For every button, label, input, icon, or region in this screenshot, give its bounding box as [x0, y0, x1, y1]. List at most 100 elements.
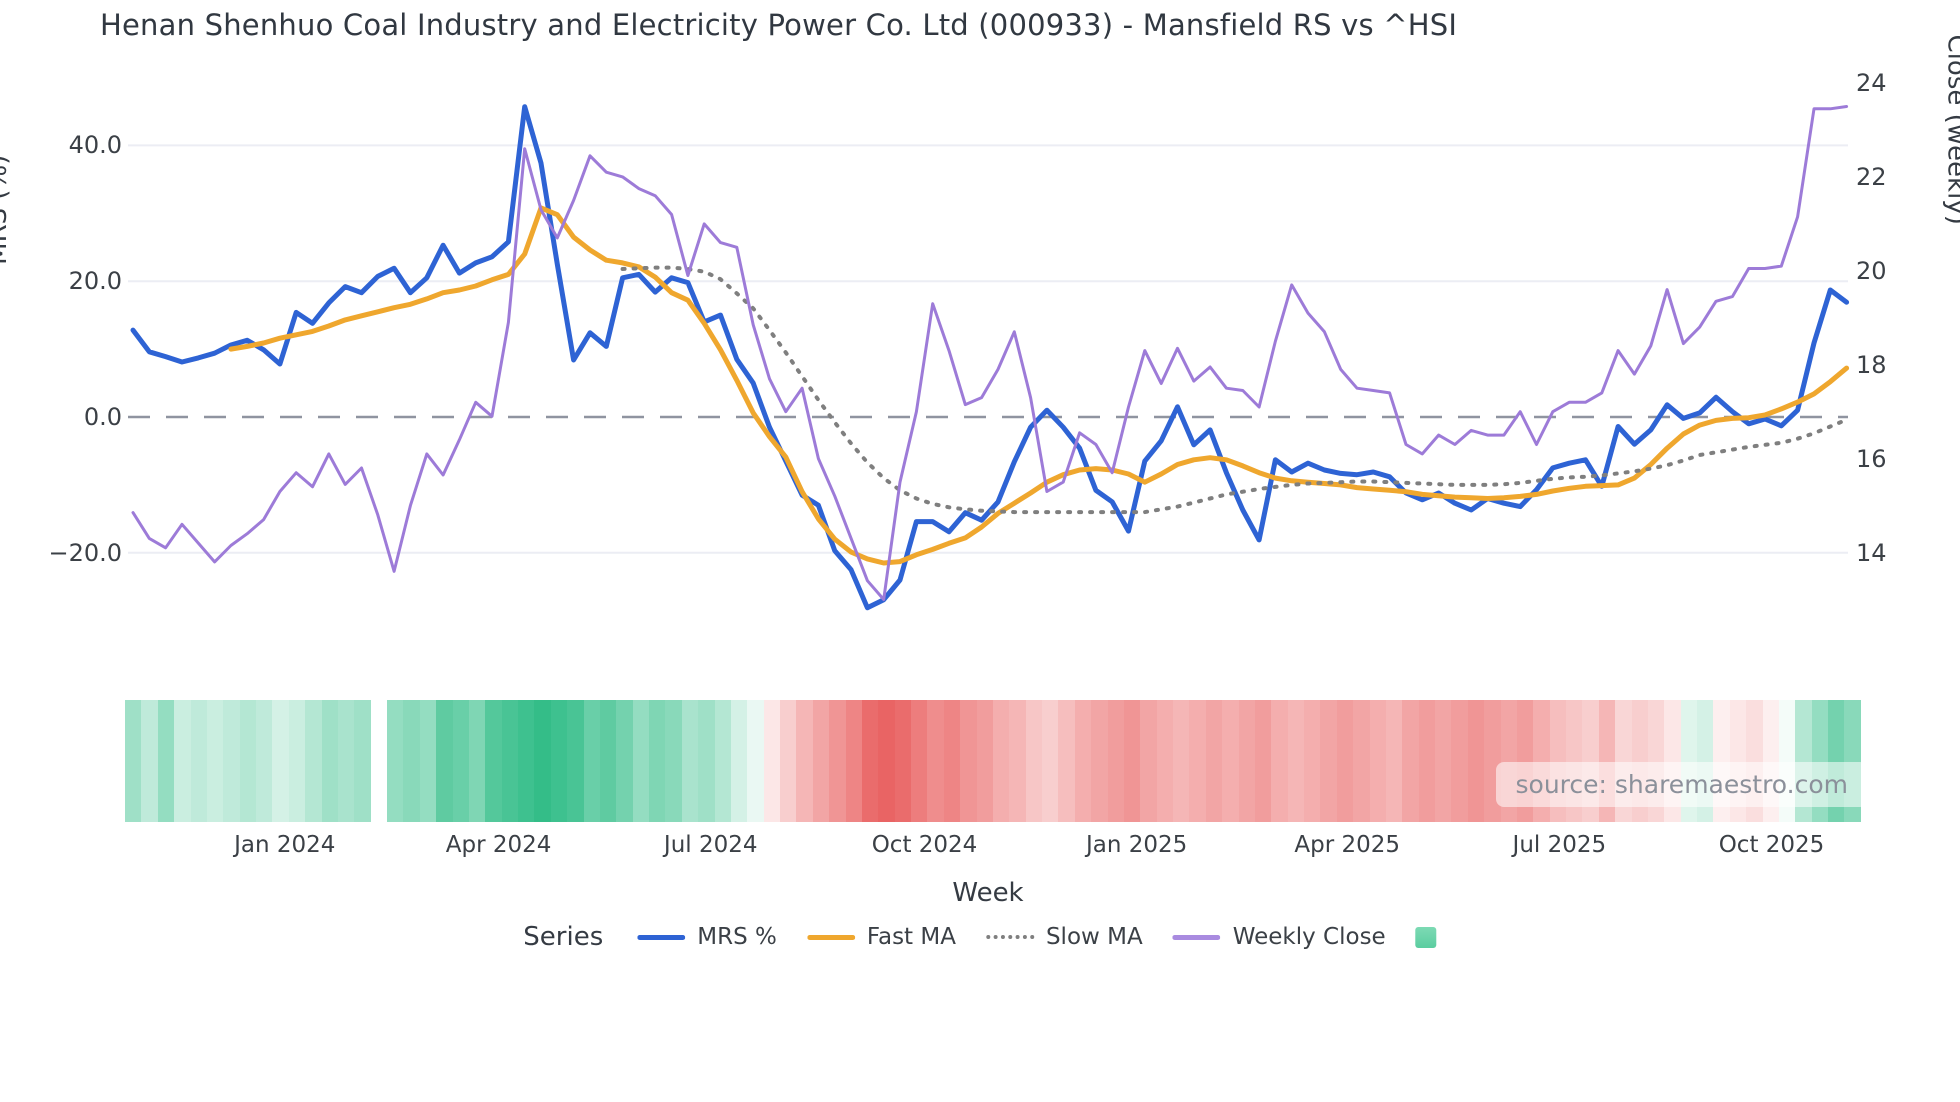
heatmap-cell	[861, 700, 879, 822]
watermark: source: sharemaestro.com	[1495, 762, 1868, 807]
legend-item-fast-ma[interactable]: Fast MA	[806, 924, 956, 950]
heatmap-cell	[1074, 700, 1092, 822]
heatmap-cell	[911, 700, 928, 822]
heatmap-cell	[894, 700, 911, 822]
heatmap-cell	[468, 700, 486, 822]
x-axis-title: Week	[952, 878, 1024, 908]
series-line-mrs-	[130, 104, 1850, 611]
heatmap-cell	[747, 700, 764, 822]
tick-label: Jan 2024	[234, 832, 336, 858]
heatmap-cell	[1353, 700, 1370, 822]
tick-label: 20	[1856, 256, 1887, 285]
legend-item-weekly-close[interactable]: Weekly Close	[1172, 924, 1386, 950]
heatmap-cell	[436, 700, 453, 822]
heatmap-cell	[845, 700, 862, 822]
heatmap-cell	[452, 700, 469, 822]
chart-title: Henan Shenhuo Coal Industry and Electric…	[100, 8, 1458, 42]
heatmap-cell	[1123, 700, 1141, 822]
heatmap-swatch-icon	[1415, 926, 1437, 948]
left-axis-title: MRS (%)	[0, 154, 13, 265]
series-line-fast-ma	[228, 205, 1850, 566]
heatmap-cell	[321, 700, 338, 822]
heatmap-cell	[714, 700, 731, 822]
heatmap-cell	[1304, 700, 1321, 822]
heatmap-cell	[125, 700, 142, 822]
tick-label: Oct 2024	[871, 832, 978, 858]
heatmap-cell	[829, 700, 846, 822]
heatmap-cell	[730, 700, 748, 822]
heatmap-cell	[223, 700, 240, 822]
heatmap-cell	[943, 700, 961, 822]
heatmap-cell	[485, 700, 502, 822]
heatmap-cell	[1254, 700, 1272, 822]
tick-label: 0.0	[83, 403, 122, 431]
heatmap-cell	[337, 700, 355, 822]
tick-label: Jul 2025	[1512, 832, 1607, 858]
line-swatch-icon	[806, 934, 855, 940]
tick-label: −20.0	[48, 538, 122, 567]
heatmap-cell	[1025, 700, 1042, 822]
heatmap-cell	[1418, 700, 1435, 822]
heatmap-cell	[550, 700, 568, 822]
heatmap-cell	[239, 700, 256, 822]
heatmap-cell	[1091, 700, 1108, 822]
heatmap-cell	[1222, 700, 1239, 822]
heatmap-cell	[1173, 700, 1190, 822]
tick-label: 16	[1856, 444, 1887, 473]
heatmap-cell	[371, 700, 387, 822]
heatmap-cell	[681, 700, 699, 822]
heatmap-cell	[1435, 700, 1452, 822]
heatmap-cell	[1189, 700, 1206, 822]
legend-item-slow-ma[interactable]: Slow MA	[985, 924, 1143, 950]
heatmap-cell	[174, 700, 191, 822]
legend-item-label: MRS %	[697, 924, 777, 950]
heatmap-cell	[1058, 700, 1075, 822]
tick-label: 18	[1856, 350, 1887, 379]
heatmap-cell	[583, 700, 600, 822]
heatmap-cell	[763, 700, 780, 822]
legend-item-label: Slow MA	[1045, 924, 1143, 950]
tick-label: Apr 2025	[1294, 832, 1401, 858]
heatmap-cell	[1320, 700, 1337, 822]
heatmap-cell	[403, 700, 420, 822]
heatmap-cell	[567, 700, 584, 822]
legend-title: Series	[523, 922, 604, 952]
line-swatch-icon	[1172, 934, 1221, 940]
heatmap-cell	[1287, 700, 1304, 822]
heatmap-cell	[354, 700, 371, 822]
heatmap-cell	[796, 700, 813, 822]
heatmap-cell	[1451, 700, 1468, 822]
legend: Series MRS % Fast MA Slow MA Weekly Close	[523, 922, 1437, 952]
heatmap-cell	[599, 700, 617, 822]
heatmap-cell	[1156, 700, 1173, 822]
heatmap-cell	[518, 700, 535, 822]
tick-label: 24	[1856, 69, 1887, 97]
heatmap-cell	[992, 700, 1010, 822]
heatmap-cell	[272, 700, 289, 822]
heatmap-cell	[387, 700, 404, 822]
line-swatch-icon	[637, 934, 686, 940]
heatmap-cell	[878, 700, 895, 822]
heatmap-cell	[665, 700, 682, 822]
dotted-line-swatch-icon	[985, 935, 1034, 939]
heatmap-cell	[305, 700, 322, 822]
heatmap-cell	[976, 700, 993, 822]
heatmap-cell	[157, 700, 175, 822]
heatmap-cell	[190, 700, 207, 822]
heatmap-cell	[206, 700, 224, 822]
tick-label: 22	[1856, 162, 1887, 191]
legend-item-label: Weekly Close	[1232, 924, 1386, 950]
legend-item-heat-swatch[interactable]	[1415, 926, 1437, 948]
heatmap-cell	[1009, 700, 1026, 822]
heatmap-cell	[1107, 700, 1124, 822]
heatmap-cell	[256, 700, 273, 822]
tick-label: Jul 2024	[663, 832, 758, 858]
heatmap-cell	[616, 700, 633, 822]
heatmap-cell	[1336, 700, 1354, 822]
tick-label: 14	[1856, 538, 1887, 567]
legend-item-mrs-[interactable]: MRS %	[637, 924, 777, 950]
heatmap-cell	[1467, 700, 1485, 822]
heatmap-cell	[780, 700, 797, 822]
heatmap-cell	[288, 700, 306, 822]
